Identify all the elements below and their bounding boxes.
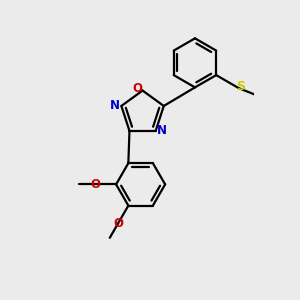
Text: O: O: [132, 82, 142, 95]
Text: O: O: [90, 178, 100, 191]
Text: S: S: [236, 80, 245, 93]
Text: O: O: [113, 217, 123, 230]
Text: N: N: [158, 124, 167, 137]
Text: N: N: [110, 100, 120, 112]
